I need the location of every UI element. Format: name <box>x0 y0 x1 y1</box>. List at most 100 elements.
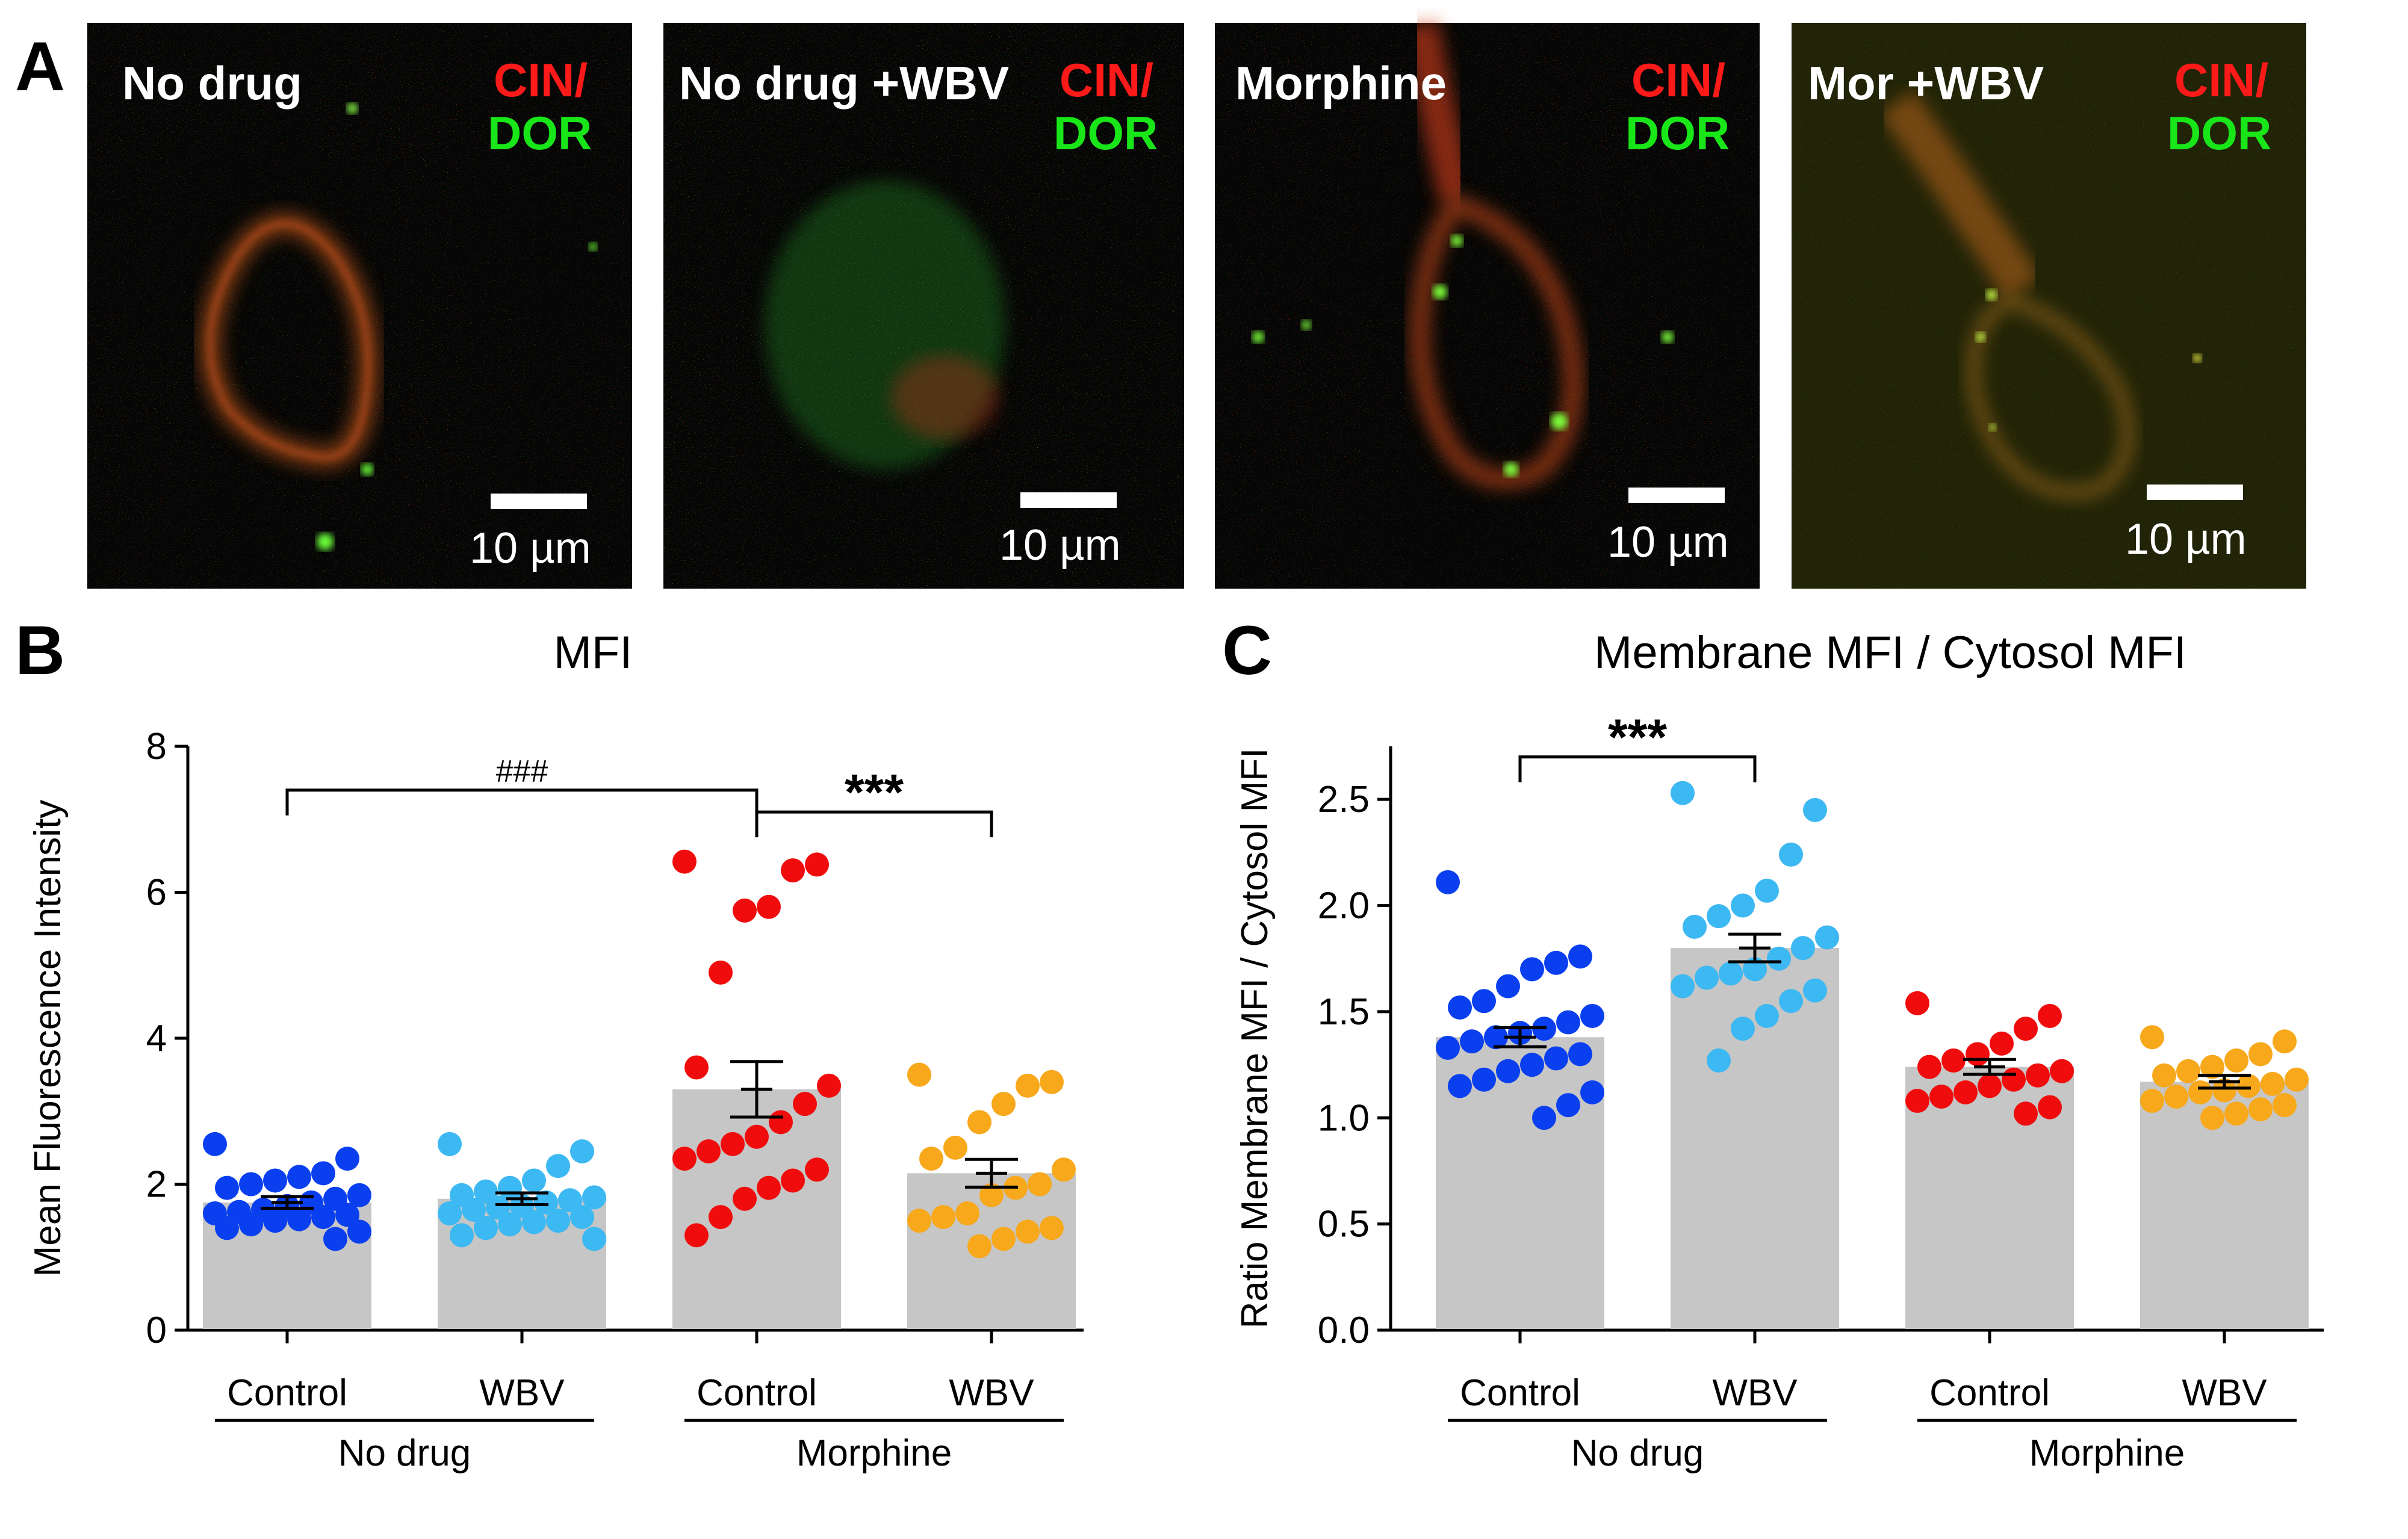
chart-b-y-label: Mean Fluorescence Intensity <box>27 800 69 1277</box>
chart-b-y-tick-label: 2 <box>146 1164 167 1206</box>
chart-b-data-point <box>709 1205 733 1230</box>
chart-c-data-point <box>2038 1003 2062 1028</box>
chart-b-data-point <box>805 852 829 877</box>
chart-b-data-point <box>347 1219 371 1244</box>
chart-c-data-point <box>2273 1093 2297 1118</box>
chart-c-group-label: No drug <box>1571 1432 1704 1474</box>
micrograph-2-scale-bar <box>1020 492 1117 508</box>
chart-c-data-point <box>2261 1071 2285 1096</box>
chart-b-data-point <box>474 1216 498 1240</box>
chart-b-data-point <box>287 1165 311 1189</box>
micrograph-1-title: No drug <box>122 57 302 110</box>
chart-c-data-point <box>2248 1042 2273 1067</box>
chart-c-y-tick-label: 0.0 <box>1318 1310 1370 1351</box>
chart-c-data-point <box>1707 904 1731 929</box>
chart-b-data-point <box>931 1205 955 1230</box>
chart-c-data-point <box>1472 989 1496 1014</box>
chart-c-data-point <box>2273 1029 2297 1054</box>
chart-c-data-point <box>1436 1035 1460 1060</box>
chart-b-data-point <box>672 849 697 874</box>
chart-b-data-point <box>781 1168 805 1193</box>
chart-c-data-point <box>2212 1078 2236 1103</box>
chart-c-data-point <box>2285 1067 2309 1092</box>
chart-c-data-point <box>1755 1003 1779 1028</box>
chart-c-data-point <box>1990 1031 2014 1056</box>
chart-b-data-point <box>793 1092 817 1116</box>
chart-b-data-point <box>967 1110 991 1135</box>
micrograph-2-title: No drug +WBV <box>679 57 1009 110</box>
chart-c-data-point <box>1731 1017 1755 1041</box>
chart-c-data-point <box>2014 1101 2038 1126</box>
chart-c-x-tick-label: WBV <box>1712 1372 1798 1414</box>
chart-b-data-point <box>582 1227 606 1251</box>
chart-b-y-tick-label: 0 <box>146 1310 167 1351</box>
chart-b-data-point <box>1040 1070 1064 1094</box>
chart-c-data-point <box>1544 950 1568 975</box>
chart-c-data-point <box>1580 1003 1604 1028</box>
chart-b-data-point <box>907 1062 931 1087</box>
chart-c-data-point <box>1520 1053 1544 1077</box>
chart-c-data-point <box>1966 1042 1990 1067</box>
chart-c-data-point <box>1683 914 1707 939</box>
chart-c-data-point <box>1905 991 1929 1015</box>
chart-b-data-point <box>582 1185 606 1210</box>
micrograph-4-scale-bar <box>2147 485 2243 500</box>
chart-c-data-point <box>2026 1063 2050 1088</box>
chart-c-data-point <box>2200 1054 2224 1079</box>
chart-c-bar <box>1671 948 1839 1329</box>
chart-c-data-point <box>1544 1046 1568 1071</box>
chart-b-data-point <box>943 1135 967 1160</box>
chart-b-data-point <box>769 1110 793 1135</box>
panel-label-b: B <box>15 612 65 689</box>
panel-label-c: C <box>1222 612 1272 689</box>
chart-c-data-point <box>1978 1074 2002 1098</box>
chart-b-data-point <box>781 858 805 883</box>
micrograph-2-stain-bottom: DOR <box>1054 107 1158 159</box>
chart-b-data-point <box>203 1132 227 1156</box>
chart-b-data-point <box>709 960 733 985</box>
chart-c-data-point <box>1472 1067 1496 1092</box>
chart-c-data-point <box>1556 1010 1580 1035</box>
chart-c-data-point <box>1755 878 1779 903</box>
chart-c-data-point <box>1779 842 1803 867</box>
chart-b-data-point <box>1016 1219 1040 1244</box>
chart-b-data-point <box>1016 1073 1040 1098</box>
chart-c-y-tick-label: 1.5 <box>1318 991 1370 1033</box>
chart-b-data-point <box>438 1201 462 1225</box>
chart-c-data-point <box>1695 965 1719 990</box>
chart-b-data-point <box>335 1203 359 1227</box>
chart-b-data-point <box>991 1092 1016 1116</box>
chart-b-x-tick-label: WBV <box>479 1372 565 1414</box>
micrograph-no-drug <box>87 23 632 589</box>
chart-c-data-point <box>2248 1097 2273 1122</box>
chart-b-data-point <box>215 1175 239 1200</box>
chart-c-data-point <box>1707 1048 1731 1073</box>
chart-b-data-point <box>498 1212 522 1237</box>
chart-b-y-tick-label: 8 <box>146 726 167 767</box>
chart-b-x-tick-label: WBV <box>949 1372 1034 1414</box>
chart-c-title: Membrane MFI / Cytosol MFI <box>1594 627 2186 678</box>
chart-c-data-point <box>1719 961 1743 986</box>
micrograph-3-stain-bottom: DOR <box>1625 107 1730 159</box>
micrograph-3-title: Morphine <box>1235 57 1447 110</box>
chart-b-x-tick-label: Control <box>697 1372 817 1414</box>
chart-b-data-point <box>522 1210 546 1234</box>
micrograph-mor-wbv <box>1792 23 2306 589</box>
chart-b-data-point <box>1040 1216 1064 1240</box>
chart-c-data-point <box>1941 1048 1966 1073</box>
chart-c-data-point <box>2038 1095 2062 1119</box>
chart-c-data-point <box>2176 1059 2200 1083</box>
chart-b-data-point <box>967 1234 991 1259</box>
chart-b-data-point <box>311 1161 335 1186</box>
chart-c-bar <box>2140 1082 2309 1329</box>
micrograph-3-scale-label: 10 µm <box>1607 518 1729 566</box>
chart-b-data-point <box>733 898 757 923</box>
chart-b-y-tick-label: 6 <box>146 872 167 914</box>
chart-c-data-point <box>2200 1106 2224 1130</box>
chart-c-data-point <box>1556 1093 1580 1118</box>
chart-c-data-point <box>1496 1059 1520 1083</box>
chart-c-data-point <box>1436 870 1460 894</box>
chart-c-data-point <box>2140 1025 2164 1050</box>
chart-c-data-point <box>1953 1080 1978 1104</box>
